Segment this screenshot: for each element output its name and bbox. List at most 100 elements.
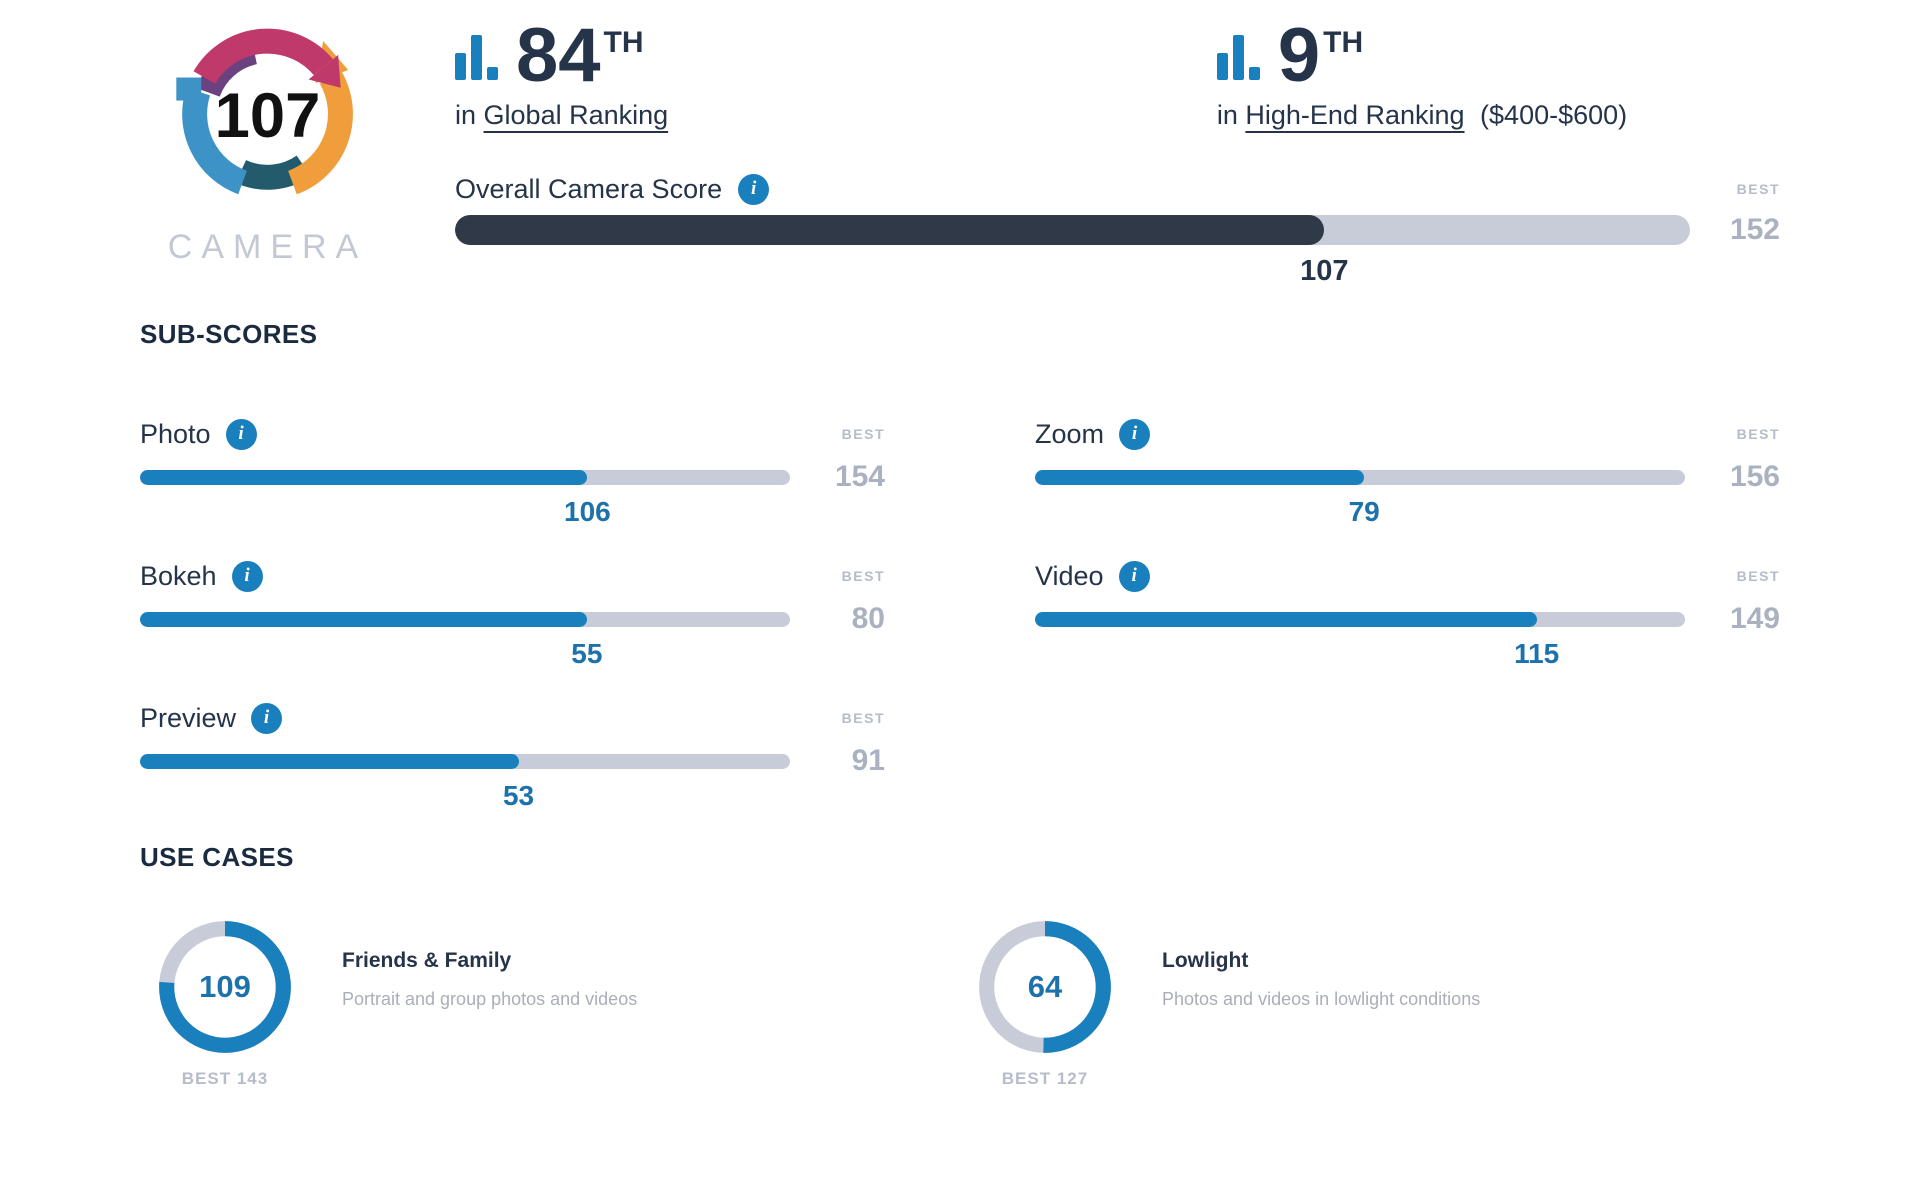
overall-label-line: Overall Camera Score i	[455, 165, 1690, 213]
info-icon[interactable]: i	[1119, 418, 1151, 450]
use-case-description: Photos and videos in lowlight conditions	[1162, 989, 1481, 1009]
donut-gauge: 109	[155, 917, 295, 1057]
bar-track	[455, 215, 1690, 245]
sub-score-row-zoom: Zoom i BEST 79 156	[1035, 408, 1780, 527]
bar-fill	[1035, 611, 1537, 627]
high-end-rank-suffix: TH	[1323, 26, 1364, 59]
rank-prefix: in	[455, 100, 477, 130]
sub-score-label: Zoom	[1035, 418, 1105, 449]
high-end-ranking-block: 9 TH in High-End Ranking ($400-$600)	[1216, 13, 1780, 131]
use-case-friends-family: 109 BEST 143 Friends & Family Portrait a…	[140, 917, 960, 1089]
bar-track	[1035, 611, 1685, 627]
bar-chart-icon	[455, 35, 498, 80]
use-case-title: Friends & Family	[342, 949, 512, 972]
high-end-rank-number: 9	[1277, 13, 1321, 98]
bar-value: 53	[502, 779, 535, 811]
info-icon[interactable]: i	[1118, 560, 1150, 592]
best-label: BEST	[1736, 426, 1780, 442]
use-cases-heading: USE CASES	[140, 842, 294, 872]
overall-score-bar: 107	[455, 215, 1690, 287]
donut-chart-icon	[159, 921, 291, 1053]
sub-score-bar: 53	[140, 753, 790, 811]
sub-score-best: 154	[834, 460, 885, 493]
overall-score-label: Overall Camera Score	[455, 173, 723, 204]
price-range: ($400-$600)	[1480, 100, 1628, 130]
high-end-ranking-link[interactable]: High-End Ranking	[1245, 100, 1465, 130]
global-rank-suffix: TH	[603, 26, 644, 59]
sub-score-bar: 106	[140, 469, 790, 527]
bar-fill	[1035, 469, 1365, 485]
best-label: BEST	[1736, 181, 1780, 197]
logo-arc-magenta	[193, 28, 333, 85]
use-case-score: 109	[199, 969, 251, 1004]
sub-score-bar: 55	[140, 611, 790, 669]
overall-score-section: Overall Camera Score i BEST 107 152	[455, 165, 1780, 287]
best-label: BEST	[841, 710, 885, 726]
rankings-row: 84 TH in Global Ranking 9 T	[455, 18, 1780, 131]
header-main: 84 TH in Global Ranking 9 T	[455, 18, 1780, 287]
bar-value: 115	[1514, 637, 1560, 669]
sub-scores-left-column: Photo i BEST 106 154 Bokeh i	[140, 408, 885, 834]
rank-prefix: in	[1216, 100, 1238, 130]
donut-chart-icon	[979, 921, 1111, 1053]
high-end-rank-line: 9 TH	[1216, 13, 1780, 98]
camera-logo-icon: 107	[176, 28, 353, 195]
logo-score: 107	[215, 81, 321, 151]
logo-label: CAMERA	[167, 228, 368, 266]
sub-score-best: 80	[851, 602, 885, 635]
high-end-rank-caption: in High-End Ranking ($400-$600)	[1217, 100, 1780, 131]
sub-score-label: Video	[1035, 560, 1104, 591]
sub-score-best: 156	[1729, 460, 1780, 493]
header: 107 CAMERA 84 TH in Global R	[140, 18, 1780, 288]
sub-scores-section: SUB-SCORES Photo i BEST 106 1	[140, 319, 1780, 834]
use-case-description: Portrait and group photos and videos	[342, 989, 638, 1009]
info-icon[interactable]: i	[225, 418, 257, 450]
camera-logo: 107 CAMERA	[140, 18, 395, 267]
info-icon[interactable]: i	[231, 560, 263, 592]
sub-scores-heading: SUB-SCORES	[140, 319, 318, 349]
logo-arc-lightblue	[182, 87, 248, 195]
use-case-lowlight: 64 BEST 127 Lowlight Photos and videos i…	[960, 917, 1780, 1089]
bar-value: 106	[564, 495, 611, 527]
info-icon[interactable]: i	[251, 702, 283, 734]
best-label: BEST	[841, 426, 885, 442]
bar-track	[140, 753, 790, 769]
sub-score-bar: 79	[1035, 469, 1685, 527]
sub-score-label: Bokeh	[140, 560, 217, 591]
logo-arc-orange	[287, 71, 353, 195]
sub-score-bar: 115	[1035, 611, 1685, 669]
donut-arc	[979, 921, 1111, 1053]
bar-value: 107	[1300, 255, 1349, 287]
global-ranking-block: 84 TH in Global Ranking	[455, 18, 1217, 131]
bar-track	[140, 611, 790, 627]
sub-score-best: 149	[1729, 602, 1780, 635]
global-ranking-link[interactable]: Global Ranking	[483, 100, 669, 130]
overall-best-score: 152	[1729, 213, 1780, 246]
use-cases-grid: 109 BEST 143 Friends & Family Portrait a…	[140, 917, 1780, 1089]
global-rank-line: 84 TH	[455, 18, 1217, 94]
use-case-best: BEST 127	[1001, 1069, 1089, 1088]
bar-track	[140, 469, 790, 485]
bar-track	[1035, 469, 1685, 485]
use-case-best: BEST 143	[181, 1069, 269, 1088]
use-case-title: Lowlight	[1162, 949, 1249, 972]
bar-value: 55	[571, 637, 603, 669]
bar-fill	[455, 215, 1325, 245]
bar-fill	[140, 469, 588, 485]
sub-score-label: Preview	[140, 702, 237, 733]
bar-fill	[140, 753, 519, 769]
donut-gauge: 64	[975, 917, 1115, 1057]
sub-score-row-photo: Photo i BEST 106 154	[140, 408, 885, 527]
sub-score-row-video: Video i BEST 115 149	[1035, 550, 1780, 669]
donut-arc	[159, 921, 291, 1053]
global-rank-caption: in Global Ranking	[455, 100, 1217, 131]
bar-fill	[140, 611, 587, 627]
bar-chart-icon	[1216, 35, 1260, 80]
bar-value: 79	[1348, 495, 1380, 527]
best-label: BEST	[841, 568, 885, 584]
use-cases-section: USE CASES 109 BEST 143 Friends & Family	[140, 842, 1780, 1089]
sub-score-row-bokeh: Bokeh i BEST 55 80	[140, 550, 885, 669]
sub-score-label: Photo	[140, 418, 211, 449]
info-icon[interactable]: i	[738, 173, 770, 205]
